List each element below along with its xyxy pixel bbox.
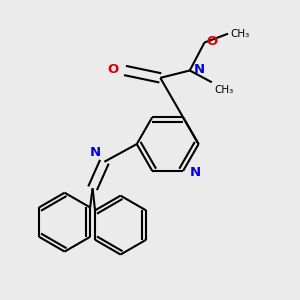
Text: CH₃: CH₃ [214,85,233,95]
Text: N: N [90,146,101,159]
Text: CH₃: CH₃ [230,29,250,39]
Text: O: O [107,62,118,76]
Text: O: O [207,35,218,48]
Text: N: N [193,63,204,76]
Text: N: N [190,166,201,179]
